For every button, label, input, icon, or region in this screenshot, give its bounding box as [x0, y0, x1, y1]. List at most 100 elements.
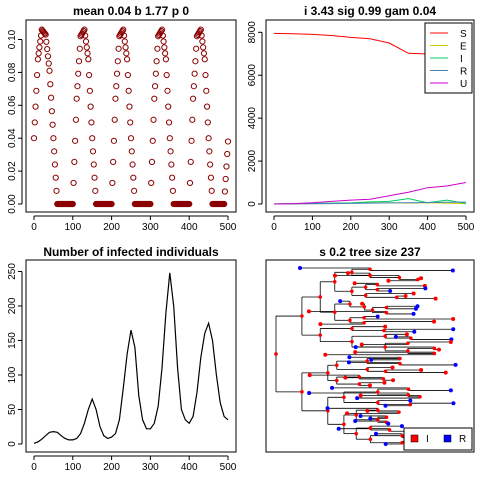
legend-label: R [460, 67, 467, 78]
tree-node-infected [409, 336, 413, 340]
data-point [127, 135, 135, 142]
data-point [199, 38, 206, 45]
tree-node-infected [300, 390, 304, 394]
data-point [189, 116, 196, 123]
data-point [188, 137, 195, 144]
y-tick-label: 0.04 [7, 128, 18, 148]
tree-node-infected [375, 287, 380, 292]
x-tick-label: 300 [142, 462, 159, 473]
tree-leaf-recovered [358, 413, 363, 418]
x-tick-label: 0 [31, 222, 37, 233]
tree-node-infected [382, 328, 386, 333]
data-point [205, 135, 212, 142]
tree-node-infected [387, 428, 392, 432]
tree-node-infected [398, 356, 402, 361]
data-point [169, 187, 177, 194]
tree-leaf-infected [391, 378, 396, 383]
data-point [82, 38, 90, 45]
tree-node-infected [357, 375, 362, 379]
y-tick-label: 0.10 [7, 29, 18, 49]
legend-label: E [460, 42, 467, 53]
tree-node-infected [397, 275, 402, 280]
data-point [198, 32, 205, 39]
tree-node-infected [416, 277, 420, 282]
x-tick-label: 200 [342, 222, 359, 233]
data-point [206, 148, 213, 155]
tree-leaf-infected [352, 281, 357, 286]
x-tick-label: 500 [458, 222, 475, 233]
tree-node-infected [384, 415, 389, 420]
data-point [131, 187, 138, 194]
tree-leaf-infected [448, 339, 453, 344]
infected-line [33, 272, 229, 444]
data-point [161, 44, 168, 51]
tree-leaf-recovered [450, 268, 455, 273]
data-point [152, 70, 159, 77]
x-tick-label: 0 [31, 462, 37, 473]
x-tick-label: 400 [419, 222, 436, 233]
tree-node-infected [332, 279, 337, 284]
data-point [53, 187, 60, 194]
tree-leaf-infected [451, 317, 456, 322]
data-point [224, 150, 231, 158]
tree-leaf-recovered [383, 403, 388, 408]
y-tick-label: 0.08 [7, 62, 18, 82]
data-point [109, 179, 116, 187]
data-point [186, 200, 193, 208]
tree-node-infected [342, 395, 346, 400]
tree-leaf-infected [359, 342, 364, 347]
data-point [200, 50, 208, 57]
data-point [87, 103, 94, 110]
y-tick-label: 0.06 [7, 95, 18, 115]
data-point [70, 179, 77, 187]
tree-leaf-recovered [353, 419, 358, 424]
data-point [114, 58, 121, 65]
x-tick-label: 0 [271, 222, 277, 233]
legend-label: S [460, 29, 467, 40]
tree-node-infected [383, 345, 387, 349]
data-point [154, 45, 161, 52]
tree-leaf-infected [432, 319, 437, 324]
tree-leaf-recovered [448, 388, 453, 393]
data-point [191, 70, 198, 77]
tree-leaf-recovered [307, 390, 312, 395]
data-point [193, 45, 200, 52]
tree-leaf-infected [306, 309, 311, 314]
data-point [128, 148, 135, 155]
y-tick-label: 0 [7, 441, 18, 447]
tree-leaf-infected [346, 271, 351, 276]
data-point [111, 116, 118, 123]
tree-node-infected [400, 440, 404, 445]
tree-node-infected [274, 352, 278, 356]
data-point [73, 95, 80, 102]
tree-node-infected [348, 318, 352, 323]
tree-leaf-recovered [453, 362, 458, 367]
tree-leaf-recovered [346, 360, 351, 365]
data-point [41, 30, 48, 37]
data-point [127, 119, 134, 126]
x-tick-label: 300 [142, 222, 159, 233]
data-point [223, 163, 230, 170]
y-tick-label: 100 [7, 366, 18, 383]
panel4-frame [265, 259, 475, 453]
tree-leaf-recovered [408, 398, 413, 403]
tree-node-infected [365, 367, 369, 372]
data-point [44, 45, 51, 53]
data-point [207, 161, 214, 168]
panel3-y-axis: 0 50 100 150 200 250 [7, 263, 23, 447]
data-point [43, 38, 50, 45]
panel-mean-plot: mean 0.04 b 1.77 p 0 0 100 200 300 400 500 0.… [7, 4, 237, 233]
tree-node-infected [406, 387, 411, 391]
tree-node-infected [334, 363, 339, 368]
tree-leaf-infected [390, 365, 395, 370]
data-point [129, 161, 136, 168]
tree-leaf-recovered [411, 311, 416, 316]
panel-infected: Number of infected individuals 0 100 200 30… [7, 245, 237, 473]
data-point [167, 148, 174, 155]
tree-node-infected [384, 305, 389, 310]
panel1-title: mean 0.04 b 1.77 p 0 [73, 4, 189, 18]
data-point [37, 38, 44, 45]
data-point [121, 38, 128, 45]
